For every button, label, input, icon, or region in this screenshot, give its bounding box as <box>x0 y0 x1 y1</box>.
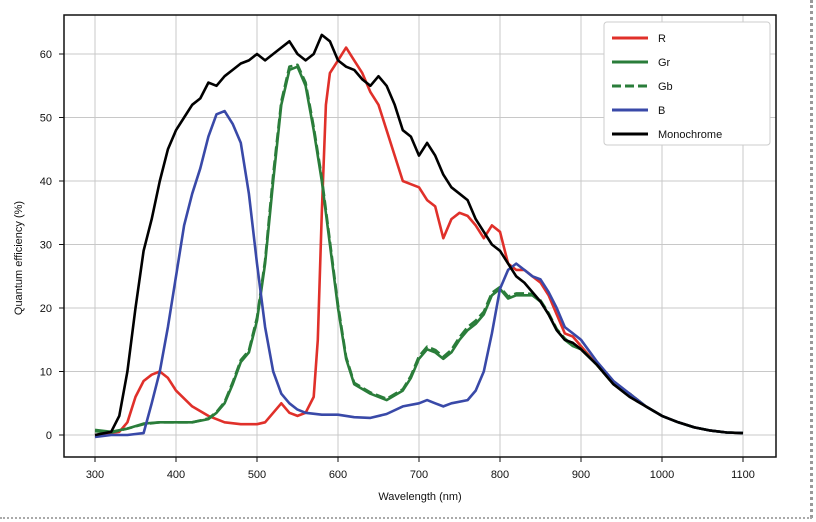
x-tick-label: 600 <box>329 469 347 481</box>
x-axis-label: Wavelength (nm) <box>378 491 461 503</box>
plot-frame <box>63 14 777 458</box>
series-line-r <box>94 46 744 437</box>
y-tick-label: 10 <box>40 367 52 379</box>
x-axis: 300 400 500 600 700 800 900 1000 1100 <box>86 457 755 481</box>
y-tick-label: 0 <box>46 430 52 442</box>
legend-label-r: R <box>658 33 666 45</box>
dotted-border-bottom <box>0 517 812 519</box>
x-tick-label: 500 <box>248 469 266 481</box>
legend: R Gr Gb B Monochrome <box>603 21 771 146</box>
y-tick-label: 60 <box>40 49 52 61</box>
series-lines <box>94 33 744 439</box>
y-tick-label: 20 <box>40 303 52 315</box>
x-tick-label: 800 <box>491 469 509 481</box>
series-line-b <box>94 109 744 439</box>
x-tick-label: 700 <box>410 469 428 481</box>
series-line-monochrome <box>94 33 744 437</box>
legend-label-b: B <box>658 105 665 117</box>
legend-label-monochrome: Monochrome <box>658 129 722 141</box>
y-tick-label: 40 <box>40 176 52 188</box>
y-tick-label: 30 <box>40 240 52 252</box>
y-tick-label: 50 <box>40 113 52 125</box>
y-axis-label: Quantum efficiency (%) <box>13 201 25 315</box>
x-tick-label: 300 <box>86 469 104 481</box>
dotted-border-right <box>810 0 813 518</box>
y-axis: 0 10 20 30 40 50 60 <box>40 49 64 442</box>
legend-box <box>603 21 771 146</box>
x-tick-label: 400 <box>167 469 185 481</box>
x-tick-label: 1000 <box>650 469 674 481</box>
legend-label-gr: Gr <box>658 57 671 69</box>
legend-label-gb: Gb <box>658 81 673 93</box>
x-tick-label: 1100 <box>731 469 755 481</box>
x-tick-label: 900 <box>572 469 590 481</box>
